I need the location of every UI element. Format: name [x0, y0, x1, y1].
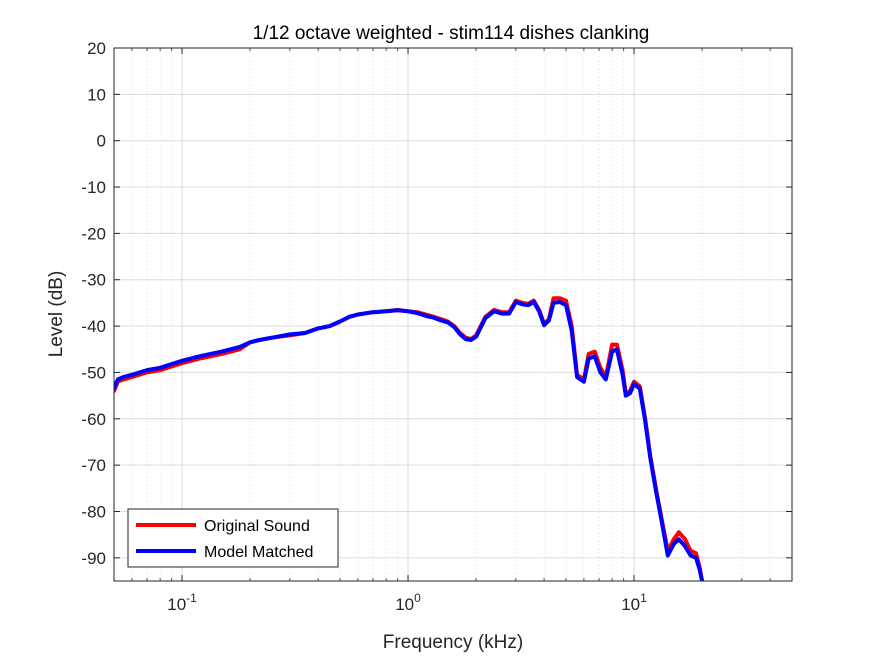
y-tick-label: -80 — [81, 502, 106, 521]
y-tick-label: -70 — [81, 456, 106, 475]
axes-box — [113, 47, 793, 582]
y-tick-label: -40 — [81, 317, 106, 336]
x-tick-label: 101 — [621, 591, 647, 614]
x-axis-title: Frequency (kHz) — [383, 632, 523, 653]
y-tick-label: -10 — [81, 178, 106, 197]
y-tick-labels: 20 10 0 -10 -20 -30 -40 -50 -60 -70 -80 -90 — [81, 39, 106, 568]
y-tick-label: -60 — [81, 410, 106, 429]
chart-title: 1/12 octave weighted - stim114 dishes cl… — [253, 23, 650, 44]
y-tick-label: 10 — [87, 85, 106, 104]
y-tick-label: -20 — [81, 224, 106, 243]
legend-label-original-sound: Original Sound — [204, 518, 310, 535]
legend: Original Sound Model Matched — [127, 508, 339, 568]
y-tick-label: 0 — [97, 132, 106, 151]
minor-grid — [131, 48, 771, 581]
legend-box — [127, 508, 339, 568]
plot-area — [114, 48, 792, 581]
y-tick-label: 20 — [87, 39, 106, 58]
y-tick-label: -30 — [81, 271, 106, 290]
series-layer — [114, 296, 705, 581]
x-tick-label: 100 — [395, 591, 421, 614]
x-tick-label: 10-1 — [167, 591, 197, 614]
y-tick-label: -50 — [81, 363, 106, 382]
x-tick-labels: 10-1 100 101 — [167, 591, 647, 614]
y-tick-label: -90 — [81, 549, 106, 568]
legend-label-model-matched: Model Matched — [204, 544, 313, 561]
series-line-model-matched — [114, 300, 705, 581]
y-axis-title: Level (dB) — [46, 271, 67, 358]
tick-marks — [114, 47, 792, 581]
